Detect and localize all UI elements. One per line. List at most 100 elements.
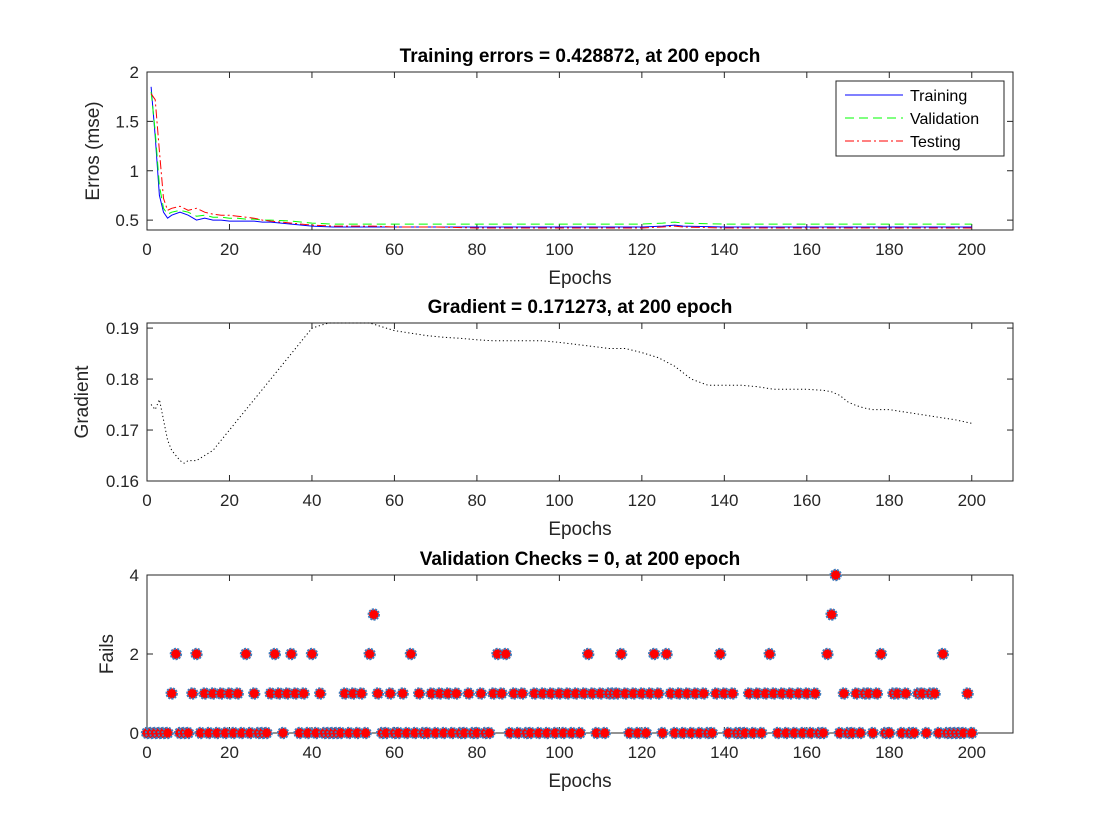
errors-series-testing — [150, 93, 972, 229]
fails-point — [305, 647, 319, 661]
legend: Training Validation Testing — [835, 80, 1005, 157]
fails-xtick-label: 20 — [220, 743, 239, 762]
errors-xtick-label: 60 — [385, 240, 404, 259]
errors-ytick-label: 2 — [130, 63, 139, 82]
fails-xtick-label: 140 — [710, 743, 738, 762]
legend-validation-label: Validation — [910, 111, 979, 128]
fails-point — [367, 608, 380, 621]
fails-point — [829, 568, 842, 582]
fails-point — [495, 687, 508, 700]
gradient-xlabel: Epochs — [548, 519, 611, 540]
fails-point — [639, 726, 653, 740]
fails-ytick-label: 4 — [130, 566, 139, 585]
fails-point — [161, 726, 174, 740]
errors-xtick-label: 100 — [545, 240, 573, 259]
errors-xtick-label: 20 — [220, 240, 239, 259]
fails-point — [404, 647, 418, 661]
fails-point — [239, 647, 253, 661]
fails-point — [652, 687, 665, 700]
errors-subplot: 0 20 40 60 80 100 120 140 160 180 200 0.5 1 1.5 2 Trai… — [83, 46, 1014, 289]
fails-markers-group — [140, 568, 1013, 740]
gradient-xtick-label: 140 — [710, 491, 738, 510]
fails-point — [483, 726, 496, 740]
fails-point — [714, 647, 727, 661]
fails-ytick-label: 2 — [130, 645, 139, 664]
errors-xlabel: Epochs — [548, 268, 611, 289]
fails-point — [450, 687, 463, 700]
fails-point — [660, 647, 673, 661]
fails-point — [899, 687, 912, 700]
fails-point — [186, 687, 199, 700]
gradient-xtick-label: 120 — [628, 491, 656, 510]
fails-ytick-label: 0 — [130, 724, 139, 743]
fails-point — [190, 647, 203, 661]
fails-point — [907, 726, 921, 740]
fails-point — [821, 647, 834, 661]
fails-point — [314, 687, 327, 700]
fails-point — [883, 726, 896, 740]
gradient-xtick-label: 200 — [958, 491, 986, 510]
fails-point — [371, 687, 385, 700]
gradient-ytick-label: 0.19 — [106, 319, 139, 338]
gradient-xtick-label: 100 — [545, 491, 573, 510]
gradient-xtick-label: 60 — [385, 491, 404, 510]
fails-point — [920, 726, 933, 740]
fails-point — [384, 687, 397, 700]
fails-point — [656, 726, 669, 740]
fails-xlabel: Epochs — [548, 771, 611, 792]
fails-xtick-label: 120 — [628, 743, 656, 762]
fails-point — [276, 726, 290, 740]
fails-point — [499, 647, 512, 661]
errors-series-validation — [150, 91, 972, 225]
fails-point — [396, 687, 409, 700]
fails-point — [231, 687, 244, 700]
fails-point — [598, 726, 611, 740]
fails-point — [248, 687, 261, 700]
gradient-ylabel: Gradient — [72, 365, 93, 439]
fails-point — [437, 726, 451, 740]
gradient-ytick-label: 0.18 — [106, 370, 139, 389]
errors-xtick-label: 200 — [958, 240, 986, 259]
fails-xtick-label: 180 — [875, 743, 903, 762]
fails-point — [866, 726, 879, 740]
fails-point — [936, 647, 950, 661]
legend-training-label: Training — [910, 88, 967, 105]
fails-ylabel: Fails — [97, 634, 118, 674]
fails-point — [726, 687, 739, 700]
fails-point — [516, 687, 529, 700]
fails-point — [825, 608, 838, 621]
fails-xtick-label: 100 — [545, 743, 573, 762]
errors-ylabel: Erros (mse) — [83, 101, 104, 200]
gradient-subplot: 0 20 40 60 80 100 120 140 160 180 200 0.16 0.17 0.18 0… — [72, 297, 1014, 540]
fails-point — [297, 687, 310, 700]
fails-title: Validation Checks = 0, at 200 epoch — [420, 549, 741, 570]
fails-point — [874, 647, 888, 661]
fails-point — [413, 687, 426, 700]
fails-point — [268, 647, 281, 661]
fails-point — [854, 726, 867, 740]
gradient-xtick-label: 80 — [467, 491, 486, 510]
fails-xtick-label: 200 — [958, 743, 986, 762]
errors-xtick-label: 120 — [628, 240, 656, 259]
fails-point — [165, 687, 178, 700]
fails-point — [182, 726, 195, 740]
fails-point — [582, 647, 595, 661]
fails-point — [928, 687, 941, 700]
errors-xtick-label: 180 — [875, 240, 903, 259]
errors-ytick-label: 1.5 — [115, 112, 139, 131]
errors-xtick-label: 40 — [302, 240, 321, 259]
gradient-ytick-label: 0.17 — [106, 421, 139, 440]
fails-point — [697, 687, 710, 700]
fails-xtick-label: 60 — [385, 743, 404, 762]
fails-point — [755, 726, 768, 740]
gradient-xtick-label: 20 — [220, 491, 239, 510]
fails-point — [763, 647, 776, 661]
fails-xtick-label: 80 — [467, 743, 486, 762]
fails-point — [363, 647, 376, 661]
gradient-ytick-label: 0.16 — [106, 472, 139, 491]
gradient-title: Gradient = 0.171273, at 200 epoch — [428, 297, 733, 318]
fails-point — [285, 647, 298, 661]
fails-point — [462, 687, 475, 700]
gradient-xtick-label: 0 — [142, 491, 151, 510]
